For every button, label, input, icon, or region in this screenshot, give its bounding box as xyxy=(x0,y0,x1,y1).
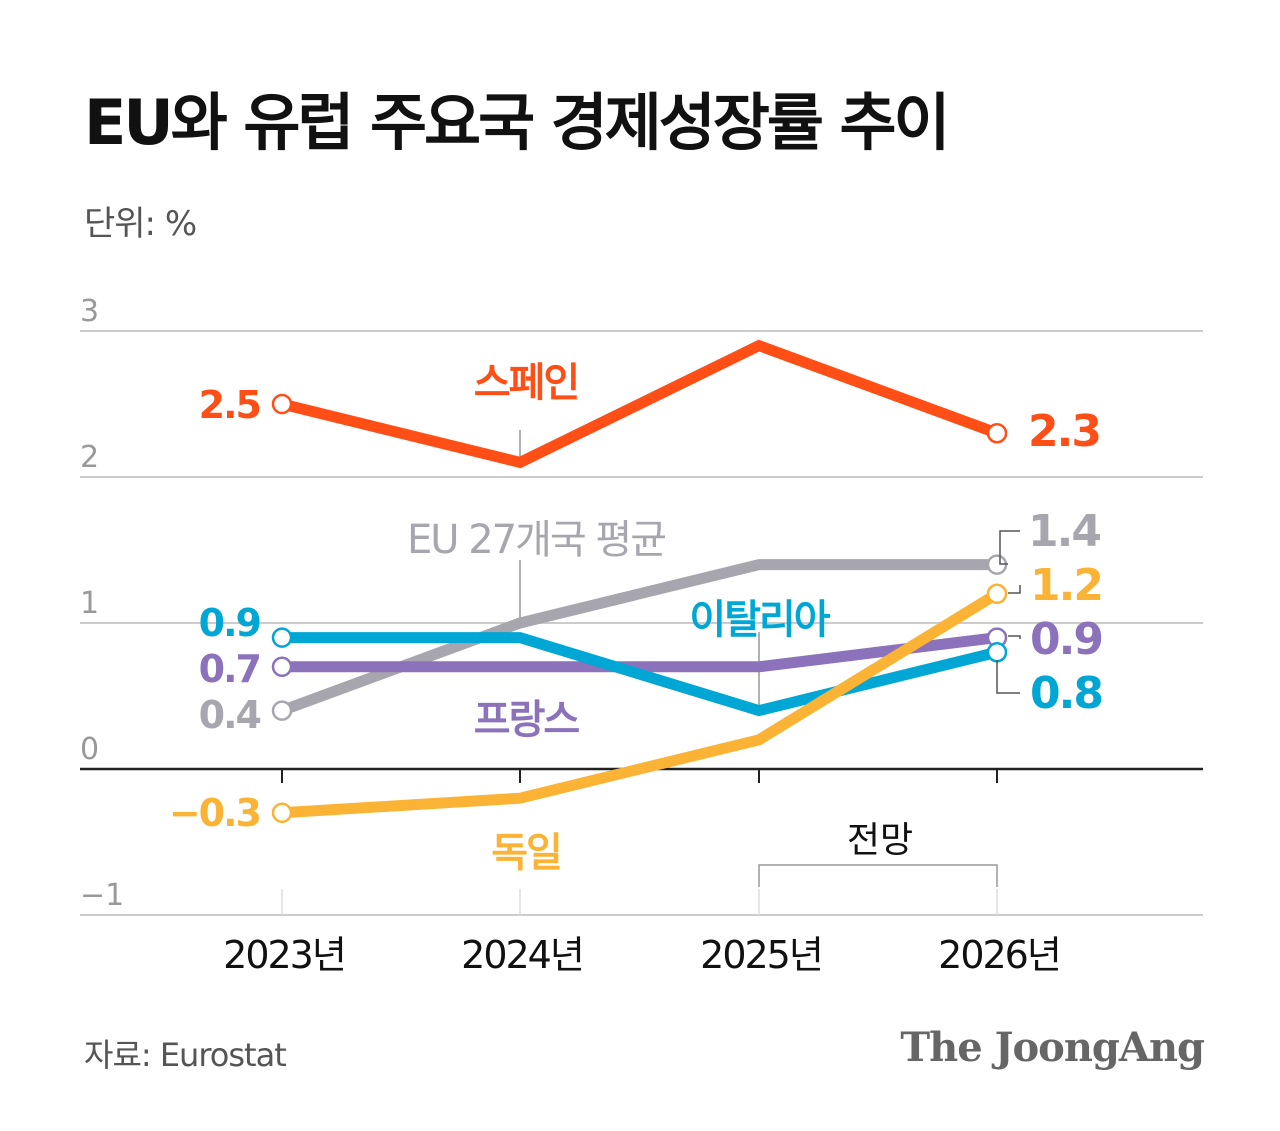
end-value-label: 0.9 xyxy=(1030,614,1102,665)
end-value-label: 0.8 xyxy=(1030,668,1102,719)
data-point-marker xyxy=(986,641,1008,663)
start-value-label: 2.5 xyxy=(199,383,260,427)
x-tick-label: 2026년 xyxy=(938,933,1060,977)
y-tick-label: −1 xyxy=(80,878,124,913)
series-name-label: 스페인 xyxy=(474,360,578,406)
logo: The JoongAng xyxy=(900,1024,1205,1071)
start-value-label: −0.3 xyxy=(169,791,260,835)
end-value-label: 1.4 xyxy=(1028,506,1100,557)
y-tick-label: 3 xyxy=(80,294,99,329)
y-tick-label: 0 xyxy=(80,732,99,767)
series-name-label: 이탈리아 xyxy=(689,597,830,643)
x-tick-label: 2025년 xyxy=(700,933,822,977)
source-label: 자료: Eurostat xyxy=(84,1036,287,1074)
data-point-marker xyxy=(271,627,293,648)
start-value-label: 0.7 xyxy=(199,647,260,691)
forecast-label: 전망 xyxy=(847,820,913,861)
start-value-label: 0.4 xyxy=(199,693,261,737)
data-point-marker xyxy=(271,700,293,721)
data-point-marker xyxy=(271,656,293,678)
data-point-marker xyxy=(986,422,1008,444)
x-tick-label: 2024년 xyxy=(461,933,583,977)
x-tick-label: 2023년 xyxy=(223,933,345,977)
end-label-connector xyxy=(1008,635,1021,639)
y-tick-label: 2 xyxy=(80,440,99,475)
end-label-connector xyxy=(1008,585,1021,594)
end-label-connector xyxy=(996,660,1020,694)
series-line-3 xyxy=(282,632,998,673)
y-tick-label: 1 xyxy=(80,586,99,621)
end-value-label: 2.3 xyxy=(1028,406,1100,457)
series-line-2 xyxy=(282,632,999,717)
unit-label: 단위: % xyxy=(84,204,197,244)
data-point-marker xyxy=(271,802,293,824)
chart-title: EU와 유럽 주요국 경제성장률 추이 xyxy=(84,86,951,159)
data-point-marker xyxy=(271,393,293,415)
end-value-label: 1.2 xyxy=(1030,560,1102,611)
series-line-4 xyxy=(281,589,1000,819)
start-value-label: 0.9 xyxy=(199,601,261,645)
series-name-label: 독일 xyxy=(491,830,561,876)
series-name-label: EU 27개국 평균 xyxy=(407,517,665,563)
end-label-connector xyxy=(999,530,1020,565)
series-line-0 xyxy=(280,339,999,469)
series-name-label: 프랑스 xyxy=(474,697,580,743)
data-point-marker xyxy=(986,583,1008,605)
forecast-bracket xyxy=(758,864,998,887)
